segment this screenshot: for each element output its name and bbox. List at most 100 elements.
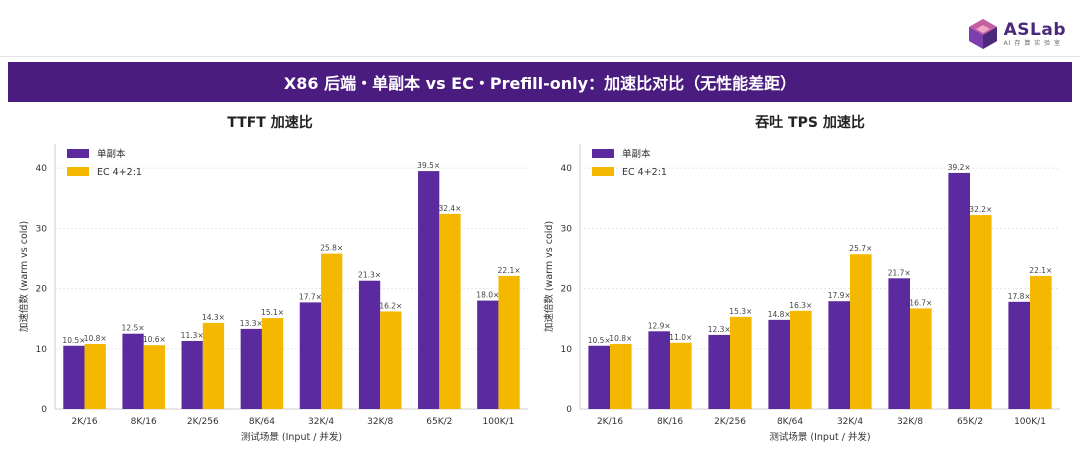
x-axis-label: 测试场景 (Input / 并发) <box>241 431 342 443</box>
x-tick-label: 2K/256 <box>187 417 219 427</box>
data-label: 15.3× <box>729 307 752 316</box>
x-tick-label: 8K/64 <box>249 417 275 427</box>
data-label: 12.3× <box>708 325 731 334</box>
bar-single-replica <box>648 331 670 409</box>
legend-swatch <box>592 149 614 158</box>
data-label: 32.4× <box>438 204 461 213</box>
x-tick-label: 65K/2 <box>957 417 983 427</box>
bar-ec <box>380 311 402 409</box>
bar-ec <box>730 316 752 409</box>
y-axis-label: 加速倍数 (warm vs cold) <box>18 221 30 332</box>
bar-ec <box>790 310 812 409</box>
y-tick-label: 20 <box>36 285 48 295</box>
logo-name: ASLab <box>1003 19 1066 40</box>
y-tick-label: 0 <box>41 405 47 415</box>
y-tick-label: 10 <box>561 345 573 355</box>
x-tick-label: 32K/8 <box>897 417 923 427</box>
legend-swatch <box>67 167 89 176</box>
data-label: 21.3× <box>358 271 381 280</box>
bar-ec <box>498 275 520 409</box>
x-tick-label: 32K/8 <box>367 417 393 427</box>
bar-ec <box>261 318 284 409</box>
x-tick-label: 2K/16 <box>597 417 623 427</box>
bar-ec <box>970 215 992 409</box>
y-tick-label: 40 <box>36 164 48 174</box>
bar-ec <box>143 345 165 409</box>
data-label: 22.1× <box>498 266 521 275</box>
bar-ec <box>84 343 106 409</box>
x-tick-label: 8K/16 <box>131 417 157 427</box>
bar-ec <box>910 308 932 409</box>
y-axis-label: 加速倍数 (warm vs cold) <box>543 221 555 332</box>
data-label: 17.9× <box>828 291 851 300</box>
bar-single-replica <box>299 302 322 409</box>
chart-panel-tps: 吞吐 TPS 加速比 0 10 20 30 40 10.5× 10.8× 2K/16 12.9×… <box>540 112 1080 454</box>
bar-single-replica <box>888 278 910 409</box>
bar-ec <box>439 213 461 409</box>
x-axis-label: 测试场景 (Input / 并发) <box>769 431 870 443</box>
x-tick-label: 2K/16 <box>72 417 98 427</box>
bar-single-replica <box>768 319 790 409</box>
y-tick-label: 30 <box>36 224 48 234</box>
data-label: 10.5× <box>588 336 611 345</box>
data-label: 17.7× <box>299 292 322 301</box>
x-tick-label: 8K/64 <box>777 417 803 427</box>
data-label: 16.3× <box>789 301 812 310</box>
legend-label: EC 4+2:1 <box>622 167 667 178</box>
bar-single-replica <box>358 280 381 409</box>
data-label: 13.3× <box>240 319 263 328</box>
data-label: 11.3× <box>181 331 204 340</box>
bar-ec <box>850 254 872 409</box>
data-label: 14.3× <box>202 313 225 322</box>
banner-title: X86 后端・单副本 vs EC・Prefill-only：加速比对比（无性能差… <box>283 74 797 93</box>
data-label: 11.0× <box>669 333 692 342</box>
data-label: 21.7× <box>888 268 911 277</box>
chart-svg-ttft: 0 10 20 30 40 10.5×10.8× 2K/16 12.5× 10.6× 8K/16 1… <box>18 144 528 443</box>
data-label: 10.8× <box>84 334 107 343</box>
data-label: 16.2× <box>379 301 402 310</box>
x-tick-label: 32K/4 <box>837 417 863 427</box>
data-label: 16.7× <box>909 298 932 307</box>
y-tick-label: 30 <box>561 224 573 234</box>
bar-single-replica <box>477 300 499 409</box>
aslab-logo-icon <box>968 19 997 49</box>
aslab-logo: ASLab AI 存 算 实 验 室 <box>966 14 1066 54</box>
x-tick-label: 8K/16 <box>657 417 683 427</box>
data-label: 25.7× <box>849 244 872 253</box>
data-label: 10.8× <box>609 334 632 343</box>
bar-single-replica <box>418 171 440 409</box>
legend-label: 单副本 <box>97 148 126 160</box>
y-tick-label: 10 <box>36 345 48 355</box>
chart-panel-ttft: TTFT 加速比 0 10 20 30 40 10.5× 10.8× 2K/16 12.5× 10… <box>0 112 540 454</box>
chart-svg-tps: 0 10 20 30 40 10.5×10.8× 2K/16 12.9× 11.0× 8K/16 1… <box>543 144 1060 443</box>
data-label: 10.6× <box>143 335 166 344</box>
data-label: 25.8× <box>320 244 343 253</box>
chart-title: 吞吐 TPS 加速比 <box>755 115 865 131</box>
bar-single-replica <box>828 301 850 409</box>
x-tick-label: 100K/1 <box>483 417 515 427</box>
bar-ec <box>610 343 632 409</box>
y-tick-label: 20 <box>561 285 573 295</box>
data-label: 10.5× <box>62 336 85 345</box>
bar-single-replica <box>240 328 262 409</box>
data-label: 15.1× <box>261 308 284 317</box>
legend-swatch <box>67 149 89 158</box>
top-strip: ASLab AI 存 算 实 验 室 <box>0 0 1080 57</box>
bar-ec <box>202 322 225 409</box>
x-tick-label: 32K/4 <box>308 417 334 427</box>
bar-single-replica <box>588 345 610 409</box>
legend-swatch <box>592 167 614 176</box>
bar-single-replica <box>1008 301 1030 409</box>
x-tick-label: 65K/2 <box>426 417 452 427</box>
y-tick-label: 0 <box>566 405 572 415</box>
data-label: 12.9× <box>648 321 671 330</box>
data-label: 14.8× <box>768 310 791 319</box>
bar-ec <box>1030 275 1052 409</box>
page-banner: X86 后端・单副本 vs EC・Prefill-only：加速比对比（无性能差… <box>8 62 1072 102</box>
data-label: 12.5× <box>122 324 145 333</box>
data-label: 18.0× <box>476 291 499 300</box>
bar-single-replica <box>122 333 144 409</box>
bar-single-replica <box>708 334 730 409</box>
x-tick-label: 2K/256 <box>714 417 746 427</box>
data-label: 39.2× <box>948 163 971 172</box>
